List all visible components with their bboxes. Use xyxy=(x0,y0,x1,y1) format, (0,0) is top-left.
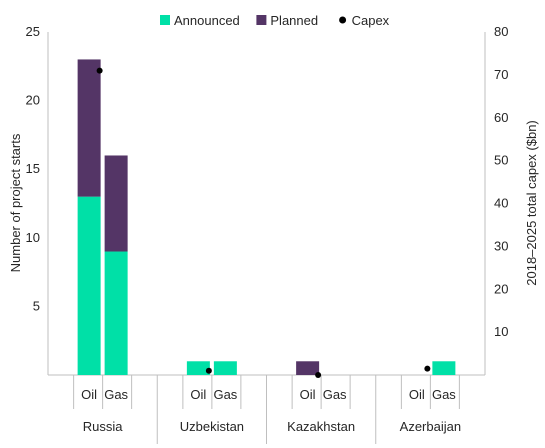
right-tick-label: 10 xyxy=(494,324,508,339)
capex-marker-azerbaijan xyxy=(424,365,431,372)
x-sublabel-oil: Oil xyxy=(300,387,316,402)
legend: Announced Planned Capex xyxy=(160,13,390,28)
left-tick-labels: 5 10 15 20 25 xyxy=(26,24,40,313)
right-tick-label: 20 xyxy=(494,281,508,296)
legend-label-capex: Capex xyxy=(352,13,390,28)
bar-azerbaijan-gas-announced xyxy=(432,361,456,375)
legend-label-announced: Announced xyxy=(174,13,240,28)
capex-marker-uzbekistan xyxy=(205,367,212,374)
bar-russia-oil-announced xyxy=(77,196,101,375)
group-label-uzbekistan: Uzbekistan xyxy=(180,419,244,434)
bar-uzbekistan-gas-announced xyxy=(213,361,237,375)
right-tick-label: 70 xyxy=(494,67,508,82)
y-axis-title: Number of project starts xyxy=(8,133,23,272)
capex-marker-kazakhstan xyxy=(315,372,322,378)
left-tick-label: 15 xyxy=(26,161,40,176)
group-label-azerbaijan: Azerbaijan xyxy=(400,419,461,434)
legend-swatch-announced xyxy=(160,15,170,25)
bars xyxy=(77,59,456,375)
x-sublabel-oil: Oil xyxy=(81,387,97,402)
x-tick-labels: Oil Gas Russia Oil Gas Uzbekistan Oil Gas Kazakh… xyxy=(81,387,461,434)
x-sublabel-oil: Oil xyxy=(409,387,425,402)
capex-marker-russia xyxy=(96,67,103,74)
legend-marker-capex xyxy=(339,16,347,24)
left-tick-label: 25 xyxy=(26,24,40,39)
bar-russia-gas-announced xyxy=(104,251,128,375)
left-tick-label: 20 xyxy=(26,93,40,108)
right-tick-label: 40 xyxy=(494,196,508,211)
x-sublabel-gas: Gas xyxy=(104,387,128,402)
x-sublabel-oil: Oil xyxy=(190,387,206,402)
group-label-russia: Russia xyxy=(83,419,124,434)
right-tick-label: 60 xyxy=(494,110,508,125)
right-tick-label: 80 xyxy=(494,24,508,39)
right-tick-label: 50 xyxy=(494,153,508,168)
left-tick-label: 10 xyxy=(26,230,40,245)
right-tick-labels: 10 20 30 40 50 60 70 80 xyxy=(494,24,508,339)
x-sublabel-gas: Gas xyxy=(432,387,456,402)
x-sublabel-gas: Gas xyxy=(323,387,347,402)
group-label-kazakhstan: Kazakhstan xyxy=(287,419,355,434)
legend-label-planned: Planned xyxy=(270,13,318,28)
bar-russia-gas-planned xyxy=(104,155,128,252)
bar-uzbekistan-oil-announced xyxy=(186,361,210,375)
right-tick-label: 30 xyxy=(494,238,508,253)
left-tick-label: 5 xyxy=(33,298,40,313)
capex-markers xyxy=(96,67,431,378)
y2-axis-title: 2018–2025 total capex ($bn) xyxy=(524,120,539,286)
x-sublabel-gas: Gas xyxy=(213,387,237,402)
bar-russia-oil-planned xyxy=(77,59,101,197)
legend-swatch-planned xyxy=(256,15,267,25)
bar-kazakhstan-oil-planned xyxy=(296,361,320,375)
